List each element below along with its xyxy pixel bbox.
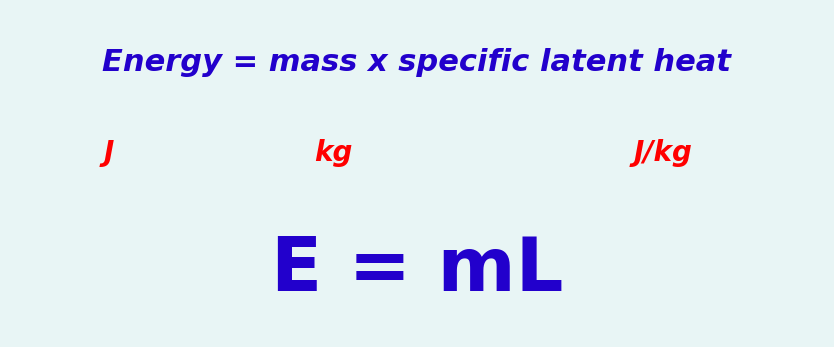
Text: J: J: [103, 139, 113, 167]
Text: kg: kg: [314, 139, 353, 167]
Text: E = mL: E = mL: [271, 234, 563, 307]
Text: Energy = mass x specific latent heat: Energy = mass x specific latent heat: [103, 48, 731, 77]
Text: J/kg: J/kg: [634, 139, 692, 167]
